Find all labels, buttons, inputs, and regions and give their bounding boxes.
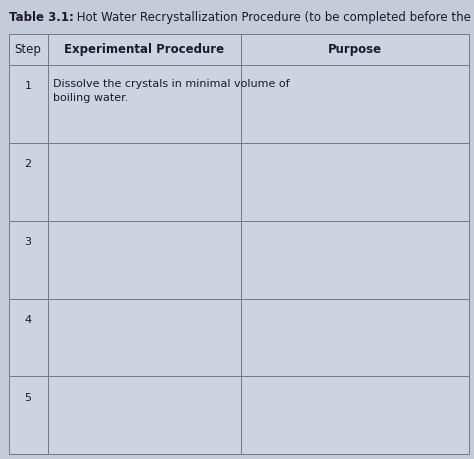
Bar (48, 143, 241, 221)
Text: Hot Water Recrystallization Procedure (to be completed before the experiment): Hot Water Recrystallization Procedure (t… (73, 11, 474, 24)
Bar (48, 65, 241, 143)
Bar (241, 65, 469, 143)
Text: Experimental Procedure: Experimental Procedure (64, 43, 225, 56)
Text: 3: 3 (25, 237, 32, 247)
Text: Purpose: Purpose (328, 43, 383, 56)
Bar (48, 34, 241, 65)
Text: Dissolve the crystals in minimal volume of
boiling water.: Dissolve the crystals in minimal volume … (54, 78, 290, 103)
Bar (241, 298, 469, 376)
Bar (9, 298, 48, 376)
Text: 1: 1 (25, 82, 32, 91)
Text: 4: 4 (25, 315, 32, 325)
Bar (241, 221, 469, 298)
Bar (48, 221, 241, 298)
Bar (241, 34, 469, 65)
Text: Step: Step (15, 43, 42, 56)
Bar (9, 376, 48, 454)
Bar (48, 298, 241, 376)
Bar (9, 34, 48, 65)
Bar (9, 221, 48, 298)
Bar (9, 143, 48, 221)
Text: 2: 2 (25, 159, 32, 169)
Bar (9, 65, 48, 143)
Bar (241, 376, 469, 454)
Text: 5: 5 (25, 393, 32, 403)
Bar (241, 143, 469, 221)
Bar (48, 376, 241, 454)
Text: Table 3.1:: Table 3.1: (9, 11, 73, 24)
